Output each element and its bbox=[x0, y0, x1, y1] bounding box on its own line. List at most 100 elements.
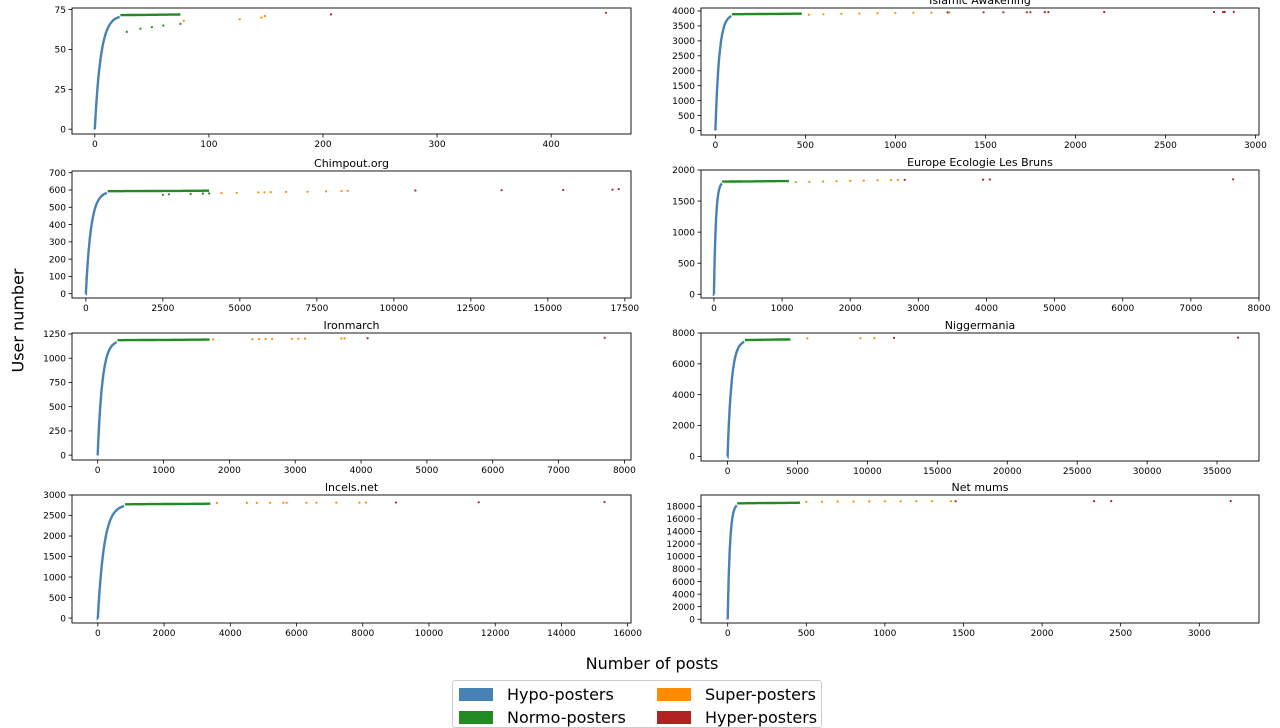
super-posterspoint bbox=[807, 13, 811, 16]
panel-8: Net mums 0 500 1000 1500 2000 2500 3000 0 2000 400… bbox=[666, 481, 1260, 639]
super-posterspoint bbox=[304, 337, 307, 340]
normo-posterspoint bbox=[208, 192, 211, 195]
hyper-posterspoint bbox=[394, 501, 397, 504]
plot-frame bbox=[700, 494, 1260, 624]
y-tick-label: 2000 bbox=[672, 603, 695, 613]
y-tick-label: 400 bbox=[49, 221, 66, 231]
y-tick-label: 12000 bbox=[666, 540, 695, 550]
x-tick-label: 400 bbox=[543, 140, 560, 150]
super-posterspoint bbox=[235, 191, 238, 194]
y-tick-label: 500 bbox=[49, 203, 66, 213]
normo-posterspoint bbox=[167, 193, 171, 196]
x-tick-label: 0 bbox=[95, 466, 101, 476]
x-tick-label: 16000 bbox=[613, 629, 642, 639]
super-posterspoint bbox=[260, 16, 263, 19]
super-posterspoint bbox=[268, 501, 272, 504]
super-posterspoint bbox=[215, 501, 219, 505]
x-tick-label: 35000 bbox=[1203, 467, 1232, 477]
normo-posterspoint bbox=[179, 22, 182, 25]
hyper-posterspoint bbox=[982, 11, 985, 14]
super-posterspoint bbox=[949, 500, 953, 503]
hyper-posterspoint bbox=[1092, 500, 1096, 503]
super-posterspoint bbox=[896, 178, 900, 181]
super-posterspoint bbox=[255, 501, 258, 504]
x-tick-label: 2000 bbox=[218, 466, 241, 476]
super-posterspoint bbox=[343, 337, 346, 340]
legend-label-normo: Normo-posters bbox=[507, 708, 626, 727]
x-tick-label: 0 bbox=[83, 304, 89, 314]
hypo-posters-curve bbox=[93, 15, 120, 131]
y-tick-label: 0 bbox=[689, 290, 695, 300]
x-tick-label: 4000 bbox=[975, 304, 998, 314]
y-tick-label: 0 bbox=[60, 290, 66, 300]
super-posterspoint bbox=[821, 180, 825, 183]
super-posterspoint bbox=[894, 11, 897, 15]
x-tick-label: 12500 bbox=[457, 304, 486, 314]
hyper-posterspoint bbox=[617, 188, 620, 191]
hyper-posterspoint bbox=[1047, 11, 1050, 14]
hypo-posters-curve bbox=[726, 340, 745, 460]
hyper-posterspoint bbox=[611, 188, 614, 191]
x-tick-label: 2000 bbox=[1031, 629, 1054, 639]
normo-posters-curve bbox=[731, 12, 802, 16]
y-tick-label: 1500 bbox=[672, 82, 695, 92]
hyper-posterspoint bbox=[1232, 178, 1235, 181]
x-tick-label: 6000 bbox=[481, 466, 504, 476]
plot-frame bbox=[71, 332, 632, 461]
hyper-posterspoint bbox=[329, 13, 333, 16]
hypo-posters-curve bbox=[714, 15, 732, 131]
y-tick-label: 1250 bbox=[43, 330, 66, 340]
super-posterspoint bbox=[806, 337, 809, 340]
y-tick-label: 750 bbox=[49, 379, 66, 389]
panel-title: Incels.net bbox=[325, 481, 379, 494]
super-posterspoint bbox=[805, 500, 808, 503]
super-posterspoint bbox=[835, 180, 838, 183]
super-posterspoint bbox=[948, 11, 951, 14]
y-tick-label: 6000 bbox=[672, 360, 695, 370]
super-posterspoint bbox=[306, 190, 309, 193]
x-tick-label: 1500 bbox=[952, 629, 975, 639]
super-posterspoint bbox=[808, 180, 811, 183]
x-tick-label: 15000 bbox=[923, 467, 952, 477]
y-tick-label: 2000 bbox=[672, 67, 695, 77]
super-posterspoint bbox=[297, 337, 300, 340]
x-tick-label: 10000 bbox=[853, 467, 882, 477]
y-tick-label: 500 bbox=[49, 403, 66, 413]
normo-posters-curve bbox=[737, 501, 800, 505]
normo-posterspoint bbox=[150, 26, 153, 29]
hyper-posterspoint bbox=[946, 11, 949, 14]
super-posterspoint bbox=[285, 190, 288, 193]
super-posterspoint bbox=[930, 11, 933, 14]
super-posterspoint bbox=[257, 338, 261, 341]
super-posterspoint bbox=[346, 189, 349, 192]
x-tick-label: 500 bbox=[798, 629, 815, 639]
hyper-posterspoint bbox=[477, 501, 480, 504]
panel-title: Niggermania bbox=[945, 319, 1016, 332]
y-tick-label: 0 bbox=[689, 615, 695, 625]
x-tick-label: 20000 bbox=[993, 467, 1022, 477]
y-tick-label: 4000 bbox=[672, 7, 695, 17]
super-posterspoint bbox=[315, 501, 318, 504]
hyper-posterspoint bbox=[982, 178, 985, 181]
normo-posterspoint bbox=[189, 192, 192, 196]
y-tick-label: 1000 bbox=[43, 573, 66, 583]
x-tick-label: 3000 bbox=[1188, 629, 1211, 639]
panel-title: Net mums bbox=[952, 481, 1009, 494]
super-posterspoint bbox=[858, 12, 861, 15]
hyper-posterspoint bbox=[1232, 10, 1235, 13]
hyper-posterspoint bbox=[603, 336, 606, 339]
super-posterspoint bbox=[859, 337, 862, 340]
super-posterspoint bbox=[840, 12, 843, 15]
y-tick-label: 700 bbox=[49, 169, 66, 179]
y-tick-label: 0 bbox=[60, 125, 66, 135]
super-posterspoint bbox=[794, 181, 797, 184]
legend-swatch-hypo bbox=[459, 688, 493, 701]
plot-frame bbox=[71, 170, 632, 299]
y-tick-label: 75 bbox=[55, 6, 66, 16]
hyper-posterspoint bbox=[1236, 336, 1240, 339]
panel-1: 0 100 200 300 400 0 25 50 75 bbox=[55, 6, 632, 150]
x-tick-label: 4000 bbox=[219, 629, 242, 639]
hyper-posterspoint bbox=[500, 189, 503, 192]
y-tick-label: 600 bbox=[49, 186, 66, 196]
